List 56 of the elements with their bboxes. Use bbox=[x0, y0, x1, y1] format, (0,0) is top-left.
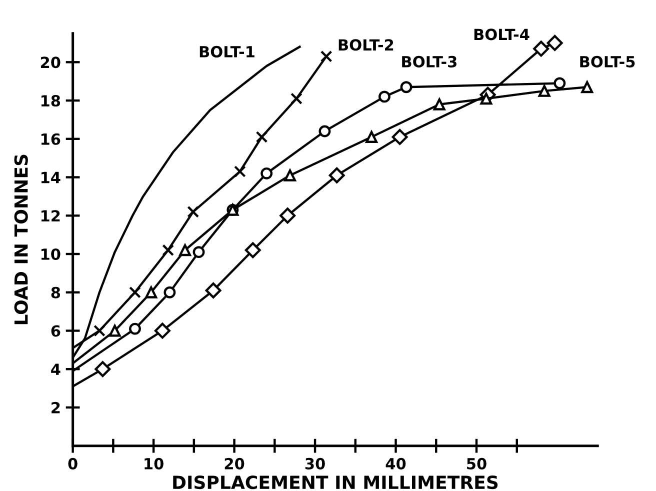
y-tick-label: 4 bbox=[51, 364, 60, 375]
point bbox=[244, 242, 261, 258]
x-axis-title: DISPLACEMENT IN MILLIMETRES bbox=[173, 476, 498, 490]
point bbox=[260, 167, 273, 180]
y-tick-label: 20 bbox=[40, 56, 60, 68]
x-tick-label: 40 bbox=[386, 458, 406, 470]
x-tick-label: 30 bbox=[305, 458, 325, 470]
y-tick-label: 14 bbox=[41, 172, 60, 184]
point bbox=[108, 324, 121, 337]
y-tick-label: 2 bbox=[52, 402, 60, 414]
series-label: BOLT-2 bbox=[338, 39, 394, 51]
point bbox=[290, 92, 302, 105]
point bbox=[366, 131, 378, 143]
series-label: BOLT-4 bbox=[474, 28, 530, 40]
point bbox=[284, 169, 296, 182]
point bbox=[205, 282, 222, 298]
x-tick-label: 20 bbox=[224, 458, 244, 470]
point bbox=[154, 322, 170, 339]
y-tick-label: 6 bbox=[51, 325, 60, 337]
point bbox=[581, 81, 594, 94]
x-tick-label: 0 bbox=[68, 458, 78, 470]
point bbox=[93, 324, 106, 337]
point bbox=[533, 40, 550, 57]
point bbox=[554, 77, 566, 90]
point bbox=[320, 50, 332, 62]
point bbox=[328, 167, 345, 184]
y-tick-label: 10 bbox=[41, 248, 60, 260]
point bbox=[145, 286, 158, 298]
point bbox=[400, 81, 412, 94]
point bbox=[318, 125, 331, 138]
series-label: BOLT-3 bbox=[402, 56, 456, 68]
point bbox=[538, 84, 550, 97]
y-tick-label: 18 bbox=[41, 94, 60, 107]
x-tick-label: 50 bbox=[467, 458, 486, 470]
series-label: BOLT-5 bbox=[580, 56, 635, 68]
point bbox=[280, 208, 296, 224]
point bbox=[192, 246, 205, 258]
point bbox=[164, 286, 176, 298]
point bbox=[129, 286, 141, 298]
point bbox=[94, 361, 111, 378]
y-tick-label: 8 bbox=[51, 286, 60, 298]
point bbox=[546, 34, 563, 51]
point bbox=[187, 206, 200, 218]
x-tick-label: 10 bbox=[144, 458, 164, 470]
point bbox=[234, 166, 246, 178]
point bbox=[129, 322, 141, 335]
y-tick-label: 12 bbox=[41, 210, 60, 222]
point bbox=[179, 244, 192, 256]
series-label: BOLT-1 bbox=[200, 46, 254, 58]
point bbox=[433, 98, 446, 110]
point bbox=[162, 244, 174, 256]
point bbox=[256, 131, 268, 143]
y-axis-title: LOAD IN TONNES bbox=[14, 154, 28, 324]
point bbox=[378, 90, 390, 103]
y-tick-label: 16 bbox=[41, 133, 60, 145]
point bbox=[392, 128, 408, 145]
